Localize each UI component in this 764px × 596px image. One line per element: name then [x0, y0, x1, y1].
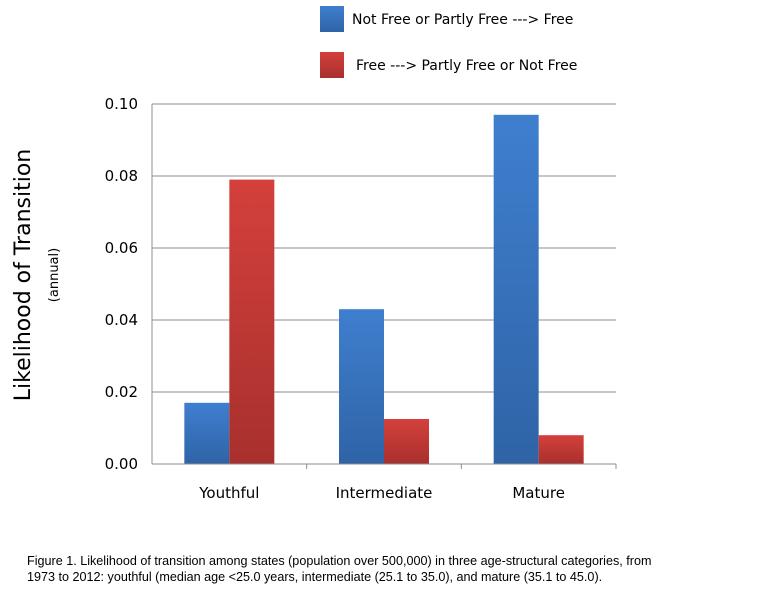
bar-to-free-youthful — [184, 402, 230, 464]
legend-label-from-free: Free ---> Partly Free or Not Free — [356, 58, 577, 74]
y-axis-label: Likelihood of Transition — [11, 149, 36, 402]
legend: Not Free or Partly Free ---> Free Free --… — [320, 6, 577, 78]
y-tick-labels: 0.00 0.02 0.04 0.06 0.08 0.10 — [105, 95, 138, 473]
bar-to-free-mature — [493, 114, 539, 465]
figure-caption: Figure 1. Likelihood of transition among… — [27, 553, 757, 585]
caption-line-1: Figure 1. Likelihood of transition among… — [27, 554, 652, 568]
bar-from-free-youthful — [229, 179, 275, 464]
bar-from-free-intermediate — [384, 419, 429, 464]
x-category-label: Intermediate — [336, 484, 433, 502]
y-tick-label: 0.02 — [105, 383, 138, 401]
y-tick-label: 0.00 — [105, 455, 138, 473]
y-axis-sublabel: (annual) — [47, 248, 62, 302]
legend-swatch-from-free — [320, 52, 344, 78]
bar-to-free-intermediate — [339, 309, 384, 464]
bars — [184, 114, 584, 465]
legend-swatch-to-free — [320, 6, 344, 32]
axes — [151, 104, 617, 469]
y-tick-label: 0.04 — [105, 311, 138, 329]
caption-line-2: 1973 to 2012: youthful (median age <25.0… — [27, 570, 603, 584]
x-category-label: Youthful — [198, 484, 259, 502]
legend-label-to-free: Not Free or Partly Free ---> Free — [352, 12, 573, 28]
bar-from-free-mature — [538, 435, 584, 464]
y-tick-label: 0.08 — [105, 167, 138, 185]
y-tick-label: 0.10 — [105, 95, 138, 113]
y-tick-label: 0.06 — [105, 239, 138, 257]
x-category-labels: Youthful Intermediate Mature — [198, 484, 565, 502]
bar-chart: 0.00 0.02 0.04 0.06 0.08 0.10 Youthful Interme… — [11, 6, 617, 502]
x-category-label: Mature — [512, 484, 565, 502]
